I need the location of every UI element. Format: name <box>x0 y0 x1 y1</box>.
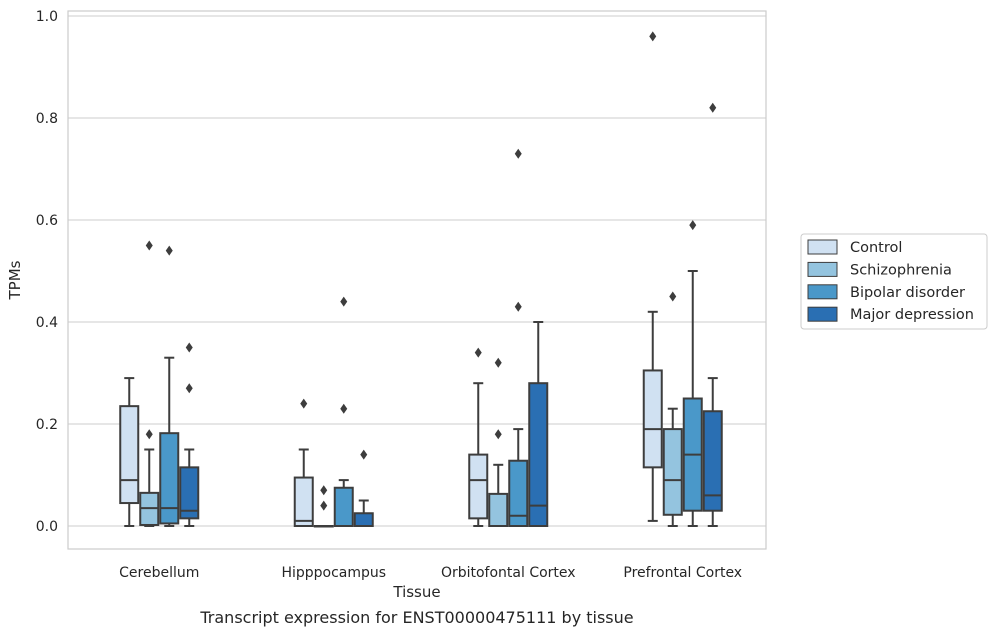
legend-label: Major depression <box>850 307 974 323</box>
outlier-point <box>165 245 173 256</box>
x-tick-label: Prefrontal Cortex <box>623 565 742 581</box>
y-tick-labels: 0.0 0.2 0.4 0.6 0.8 1.0 <box>36 9 58 535</box>
legend: Control Schizophrenia Bipolar disorder Majo… <box>800 233 988 330</box>
box-major-depression <box>528 321 549 528</box>
x-tick-label: Hipppocampus <box>281 565 386 581</box>
box-bipolar-disorder <box>159 245 180 527</box>
box-body <box>508 459 529 527</box>
y-tick-label: 1.0 <box>36 9 58 25</box>
legend-label: Bipolar disorder <box>850 285 965 301</box>
outlier-point <box>340 403 348 414</box>
box-body <box>119 405 140 505</box>
outlier-point <box>494 429 502 440</box>
legend-frame <box>800 233 988 330</box>
legend-label: Schizophrenia <box>850 262 952 278</box>
outlier-point <box>320 485 328 496</box>
outlier-point <box>185 383 193 394</box>
chart-title: Transcript expression for ENST0000047511… <box>199 608 633 627</box>
outlier-point <box>709 102 717 113</box>
box-body <box>702 410 723 512</box>
legend-swatch <box>807 306 838 322</box>
legend-swatch <box>807 261 838 277</box>
box-body <box>159 432 180 525</box>
outlier-point <box>360 449 368 460</box>
box-body <box>662 428 683 516</box>
box-control <box>642 31 663 522</box>
x-axis-label: Tissue <box>392 583 440 601</box>
box-schizophrenia <box>662 291 683 527</box>
box-body <box>642 369 663 469</box>
box-body <box>353 512 374 527</box>
box-layer <box>119 31 723 528</box>
grid-layer <box>68 15 766 527</box>
box-control <box>468 347 489 527</box>
y-tick-label: 0.2 <box>36 417 58 433</box>
box-body <box>528 382 549 528</box>
legend-swatch <box>807 284 838 300</box>
box-body <box>179 466 200 520</box>
box-schizophrenia <box>488 357 509 527</box>
y-tick-label: 0.0 <box>36 519 58 535</box>
outlier-point <box>185 342 193 353</box>
box-control <box>293 398 314 527</box>
outlier-point <box>494 357 502 368</box>
legend-swatch <box>807 239 838 255</box>
x-tick-label: Orbitofontal Cortex <box>441 565 576 581</box>
outlier-point <box>320 500 328 511</box>
outlier-point <box>474 347 482 358</box>
outlier-point <box>300 398 308 409</box>
box-body <box>488 492 509 527</box>
outlier-point <box>340 296 348 307</box>
box-bipolar-disorder <box>682 220 703 527</box>
box-body <box>468 453 489 520</box>
legend-label: Control <box>850 240 902 256</box>
box-body <box>333 486 354 527</box>
y-tick-label: 0.8 <box>36 111 58 127</box>
y-tick-label: 0.4 <box>36 315 58 331</box>
box-control <box>119 377 140 527</box>
box-major-depression <box>179 342 200 527</box>
outlier-point <box>689 220 697 231</box>
outlier-point <box>145 429 153 440</box>
outlier-point <box>145 240 153 251</box>
y-tick-label: 0.6 <box>36 213 58 229</box>
x-tick-label: Cerebellum <box>119 565 199 581</box>
box-major-depression <box>353 449 374 527</box>
box-bipolar-disorder <box>333 296 354 527</box>
outlier-point <box>514 301 522 312</box>
box-body <box>293 476 314 527</box>
outlier-point <box>649 31 657 42</box>
box-bipolar-disorder <box>508 148 529 527</box>
box-schizophrenia <box>313 485 334 528</box>
outlier-point <box>669 291 677 302</box>
plot-frame <box>67 10 767 550</box>
box-schizophrenia <box>139 240 160 527</box>
outlier-point <box>514 148 522 159</box>
x-tick-labels: Cerebellum Hipppocampus Orbitofontal Corte… <box>119 565 742 581</box>
y-axis-label: TPMs <box>6 260 24 300</box>
box-major-depression <box>702 102 723 527</box>
